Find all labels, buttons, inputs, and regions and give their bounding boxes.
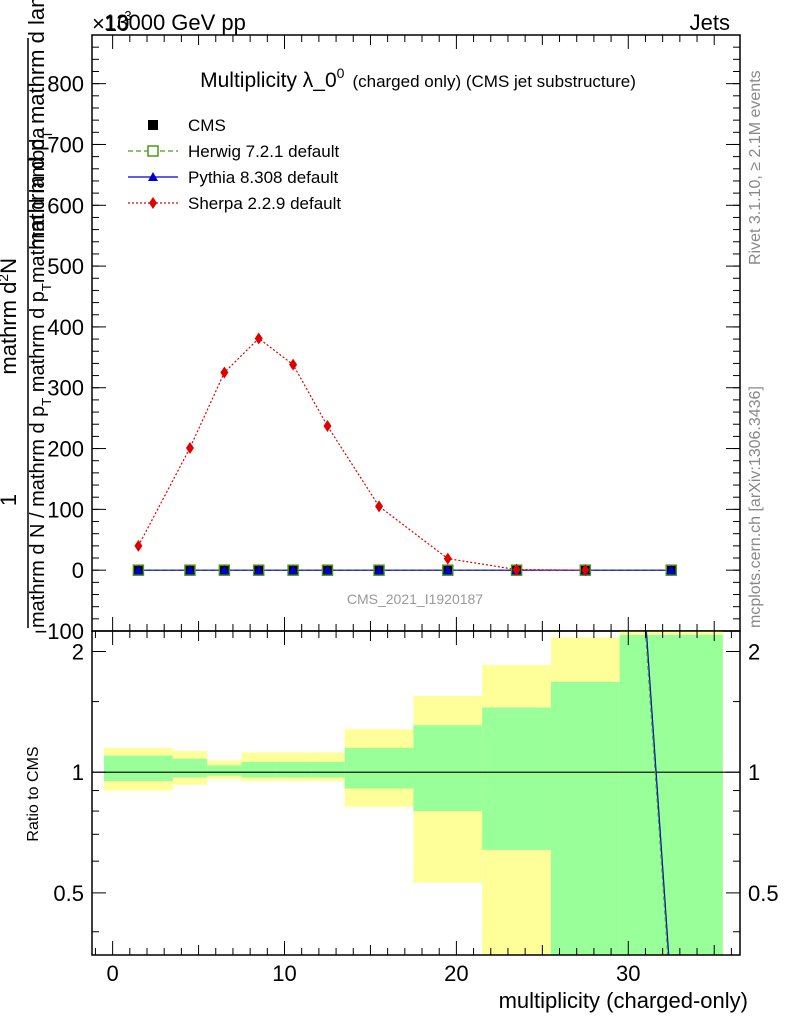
rivet-label: Rivet 3.1.10, ≥ 2.1M events [747,70,764,265]
ytick-label: 400 [47,315,84,340]
point-sherpa [443,552,452,565]
point-pythia [666,565,677,575]
legend-marker-cms [148,120,158,130]
mcplots-label: mcplots.cern.ch [arXiv:1306.3436] [747,386,764,628]
band-green [310,762,345,778]
watermark: CMS_2021_I1920187 [347,591,483,607]
ytick-label: 0 [72,558,84,583]
legend-label-pythia: Pythia 8.308 default [188,168,339,187]
ytick-label: 800 [47,72,84,97]
point-sherpa [254,332,263,345]
point-sherpa [134,539,143,552]
band-green [550,681,620,955]
point-pythia [253,565,264,575]
ratio-ytick-label-left: 1 [72,760,84,785]
band-green [619,634,723,955]
legend-marker-pythia [148,172,158,181]
xtick-label: 20 [444,961,468,986]
title-suffix: (charged only) (CMS jet substructure) [352,72,635,91]
legend-label-sherpa: Sherpa 2.2.9 default [188,194,341,213]
ytick-label: 700 [47,132,84,157]
ratio-ytick-label-right: 0.5 [748,881,779,906]
point-sherpa [185,441,194,454]
point-sherpa [323,420,332,433]
ylabel-one: 1 [0,494,21,506]
series-line-sherpa [137,337,586,571]
band-green [241,762,276,778]
band-green [413,725,483,812]
band-green [482,707,551,850]
ytick-label: 100 [47,497,84,522]
ytick-label: 500 [47,254,84,279]
xtick-label: 30 [616,961,640,986]
legend-label-herwig: Herwig 7.2.1 default [188,142,339,161]
ytick-label: 300 [47,376,84,401]
point-pythia [374,565,385,575]
point-pythia [442,565,453,575]
ratio-panel: 0.5 0.51 12 20 10 20 30 [53,630,779,986]
point-sherpa [581,564,590,577]
ytick-label: 200 [47,437,84,462]
band-green [172,758,208,778]
ytick-label: −100 [34,619,84,644]
process-label: Jets [690,10,730,35]
ratio-ytick-label-left: 0.5 [53,881,84,906]
title-sup: 0 [337,65,345,81]
exponent-power: -3 [120,8,132,23]
title-main: Multiplicity λ_0 [200,69,337,92]
main-ylabel: mathrm d2N mathrm d pT mathrm d lambda 1… [0,0,55,628]
ratio-ylabel: Ratio to CMS [25,746,42,841]
ytick-label: 600 [47,193,84,218]
chart-title: Multiplicity λ_00 (charged only) (CMS jet… [200,65,636,92]
xtick-label: 10 [272,961,296,986]
point-pythia [219,565,230,575]
point-pythia [184,565,195,575]
band-green [104,755,173,782]
point-herwig [252,564,265,576]
point-sherpa [375,500,384,513]
ratio-ytick-label-right: 2 [748,640,760,665]
band-green [344,747,414,789]
xlabel: multiplicity (charged-only) [499,988,748,1013]
energy-label: 13000 GeV pp [104,10,246,35]
legend-marker-herwig [147,145,159,157]
main-panel: −100 0 100 200 300 400 500 600 700 800 CMS Herwig 7… [34,34,741,644]
point-sherpa [220,366,229,379]
ylabel-numerator-d2n: mathrm d2N [0,258,21,375]
svg-text:Multiplicity λ_00(charged only: Multiplicity λ_00 (charged only) (CMS jet… [200,65,636,92]
ratio-ytick-label-right: 1 [748,760,760,785]
point-pythia [322,565,333,575]
point-sherpa [289,358,298,371]
ratio-ytick-label-left: 2 [72,640,84,665]
band-green [275,762,311,778]
point-sherpa [512,563,521,576]
band-green [207,765,242,776]
point-pythia [133,565,144,575]
xtick-label: 0 [107,961,119,986]
legend-marker-sherpa [149,197,157,209]
legend-label-cms: CMS [188,116,226,135]
ratio-line-herwig [644,630,669,956]
point-pythia [288,565,299,575]
ratio-line-pythia [645,630,670,956]
exponent-label: ×10 [92,11,129,36]
ratio-frame [91,630,741,956]
